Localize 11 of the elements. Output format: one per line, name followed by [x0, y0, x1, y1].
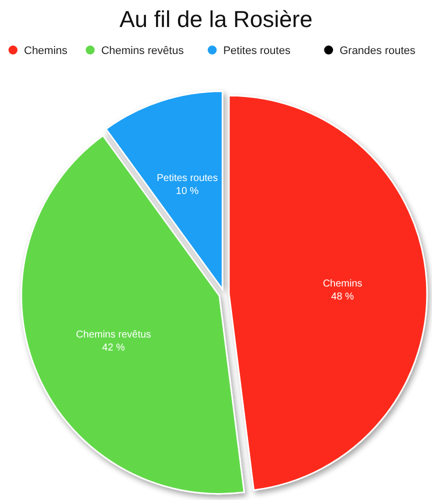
legend-label: Petites routes: [223, 45, 291, 57]
slice-label: Chemins: [322, 278, 362, 290]
data-label: 48 %: [331, 292, 354, 303]
legend-label: Chemins: [24, 45, 68, 57]
legend-label: Chemins revêtus: [101, 45, 184, 57]
data-label: 10 %: [176, 186, 199, 198]
chart-title: Au fil de la Rosière: [119, 6, 313, 32]
slice-label: Petites routes: [156, 173, 218, 184]
slice-label: Chemins revêtus: [76, 330, 152, 341]
legend-label: Grandes routes: [340, 45, 416, 57]
data-label: 42 %: [102, 342, 126, 354]
